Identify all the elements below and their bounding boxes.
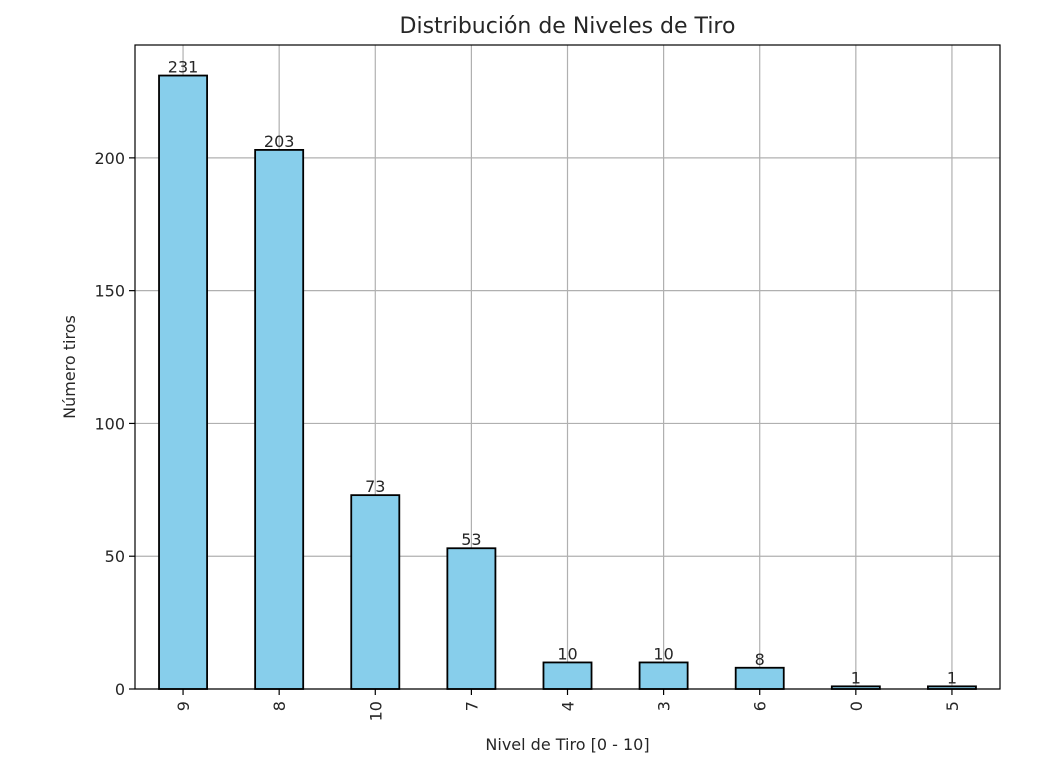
bar — [446, 547, 497, 690]
y-tick-label: 0 — [115, 680, 125, 699]
data-labels-layer: 231 203 73 53 10 10 8 1 1 — [168, 58, 957, 688]
x-tick-label: 10 — [366, 701, 385, 721]
bars-layer — [158, 74, 977, 690]
x-tick-label: 4 — [559, 701, 578, 711]
bar — [350, 494, 401, 690]
bar-data-label: 231 — [168, 58, 199, 77]
x-axis-label: Nivel de Tiro [0 - 10] — [485, 735, 649, 754]
y-tick-label: 200 — [94, 149, 125, 168]
bar-data-label: 73 — [365, 477, 385, 496]
x-tick-label: 7 — [462, 701, 481, 711]
bar — [254, 148, 305, 690]
chart-title: Distribución de Niveles de Tiro — [400, 14, 736, 39]
bar-data-label: 1 — [851, 668, 861, 687]
x-tick-label: 8 — [270, 701, 289, 711]
bar-data-label: 53 — [461, 530, 481, 549]
y-axis-label: Número tiros — [60, 315, 79, 419]
x-tick-label: 5 — [943, 701, 962, 711]
y-tick-label: 150 — [94, 282, 125, 301]
x-tick-label: 0 — [847, 701, 866, 711]
bar-data-label: 10 — [557, 644, 577, 663]
bar-data-label: 10 — [653, 644, 673, 663]
ticks-layer: 0 50 100 150 200 9 8 10 7 4 3 6 0 5 — [94, 149, 961, 721]
x-tick-label: 9 — [174, 701, 193, 711]
bar — [734, 666, 785, 690]
y-tick-label: 50 — [105, 547, 125, 566]
bar — [638, 661, 689, 690]
x-tick-label: 3 — [655, 701, 674, 711]
bar — [542, 661, 593, 690]
y-tick-label: 100 — [94, 414, 125, 433]
bar — [158, 74, 208, 690]
x-tick-label: 6 — [751, 701, 770, 711]
bar-data-label: 8 — [755, 650, 765, 669]
bar-data-label: 203 — [264, 132, 295, 151]
bar-data-label: 1 — [947, 668, 957, 687]
